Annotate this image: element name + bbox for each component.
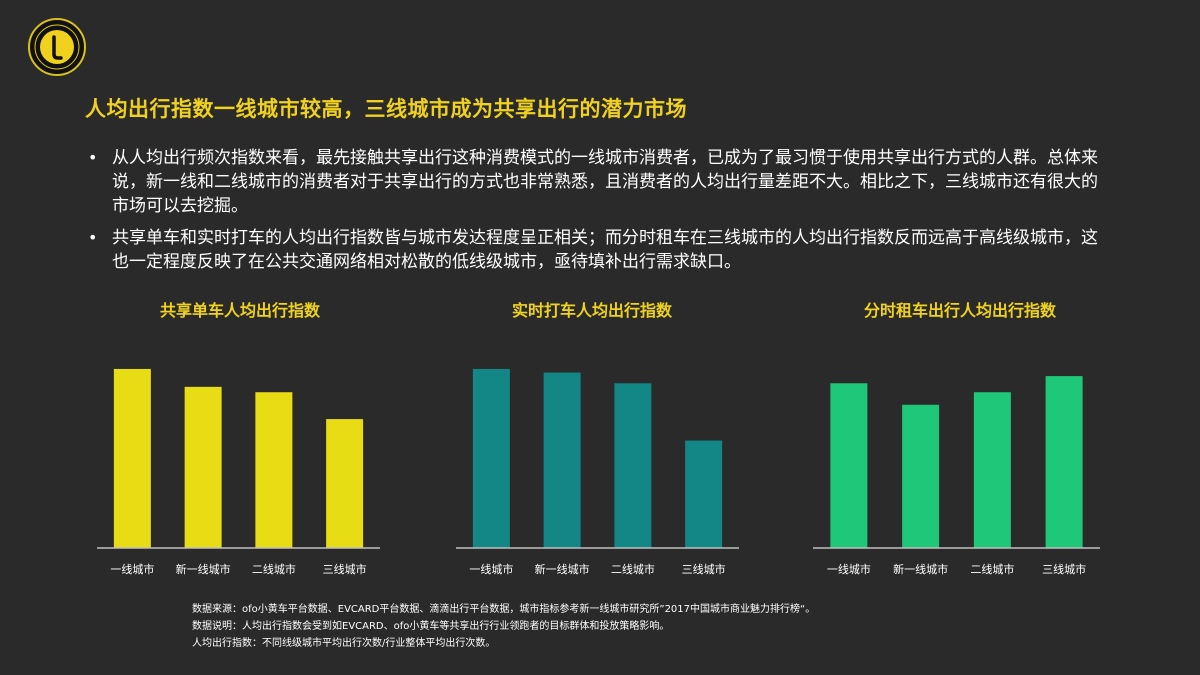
bar-bike-0: [113, 368, 151, 548]
bar-carshare-2: [973, 392, 1011, 548]
bar-carshare-3: [1045, 376, 1083, 548]
tick-label-carshare-2: 二线城市: [970, 562, 1014, 576]
bullet-item: • 从人均出行频次指数来看，最先接触共享出行这种消费模式的一线城市消费者，已成为…: [88, 146, 1108, 218]
tick-label-bike-1: 新一线城市: [176, 562, 231, 576]
bar-carshare-1: [902, 404, 940, 548]
footnote-source: 数据来源：ofo小黄车平台数据、EVCARD平台数据、滴滴出行平台数据，城市指标…: [192, 604, 816, 615]
bar-taxi-2: [614, 383, 652, 548]
bullet-item: • 共享单车和实时打车的人均出行指数皆与城市发达程度呈正相关；而分时租车在三线城…: [88, 226, 1108, 274]
bullet-marker: •: [88, 228, 98, 247]
tick-label-carshare-3: 三线城市: [1042, 562, 1086, 576]
brand-logo-icon: [28, 18, 86, 76]
bar-taxi-1: [543, 372, 581, 548]
bar-taxi-0: [472, 368, 510, 548]
tick-label-taxi-1: 新一线城市: [535, 562, 590, 576]
bar-bike-1: [184, 386, 222, 548]
bullet-list: • 从人均出行频次指数来看，最先接触共享出行这种消费模式的一线城市消费者，已成为…: [88, 146, 1108, 282]
chart-title-carshare: 分时租车出行人均出行指数: [863, 301, 1056, 320]
footnotes: 数据来源：ofo小黄车平台数据、EVCARD平台数据、滴滴出行平台数据，城市指标…: [192, 601, 815, 652]
tick-label-bike-0: 一线城市: [110, 562, 154, 576]
tick-label-taxi-0: 一线城市: [469, 562, 513, 576]
footnote-explanation: 数据说明：人均出行指数会受到如EVCARD、ofo小黄车等共享出行行业领跑者的目…: [192, 621, 670, 632]
tick-label-bike-2: 二线城市: [252, 562, 296, 576]
slide-title: 人均出行指数一线城市较高，三线城市成为共享出行的潜力市场: [85, 97, 687, 121]
bar-bike-3: [326, 419, 364, 548]
bullet-marker: •: [88, 148, 98, 167]
chart-title-bike: 共享单车人均出行指数: [159, 301, 320, 320]
tick-label-bike-3: 三线城市: [323, 562, 367, 576]
bar-bike-2: [255, 392, 293, 548]
tick-label-taxi-3: 三线城市: [682, 562, 726, 576]
tick-label-carshare-1: 新一线城市: [893, 562, 948, 576]
tick-label-carshare-0: 一线城市: [827, 562, 871, 576]
footnote-definition: 人均出行指数：不同线级城市平均出行次数/行业整体平均出行次数。: [192, 638, 496, 649]
bar-taxi-3: [685, 440, 723, 548]
bullet-text: 从人均出行频次指数来看，最先接触共享出行这种消费模式的一线城市消费者，已成为了最…: [112, 148, 1098, 216]
chart-title-taxi: 实时打车人均出行指数: [511, 301, 672, 320]
bar-carshare-0: [830, 383, 868, 548]
tick-label-taxi-2: 二线城市: [611, 562, 655, 576]
bullet-text: 共享单车和实时打车的人均出行指数皆与城市发达程度呈正相关；而分时租车在三线城市的…: [112, 228, 1098, 272]
